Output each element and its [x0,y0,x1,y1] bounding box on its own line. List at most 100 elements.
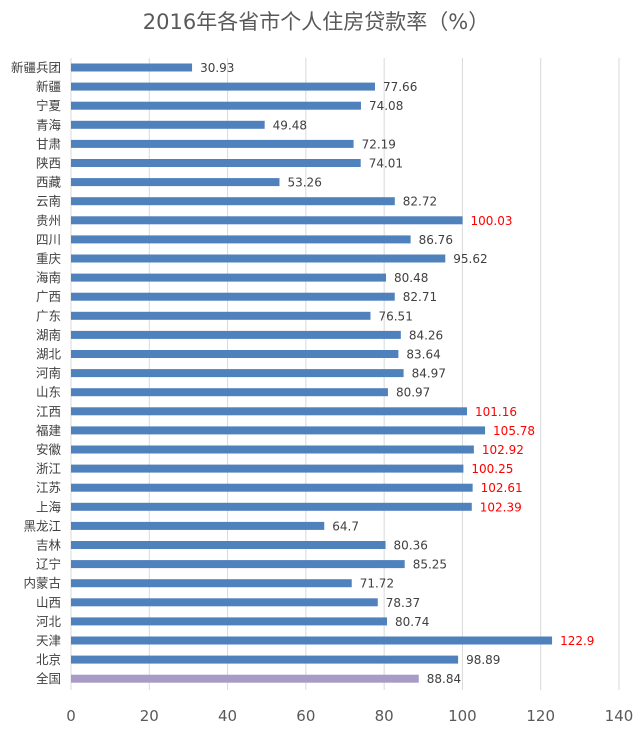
value-label-19: 105.78 [493,424,535,438]
bar-31 [71,655,459,664]
value-label-21: 100.25 [471,462,513,476]
category-label-9: 四川 [36,232,61,247]
category-label-24: 黑龙江 [23,518,61,533]
value-label-1: 77.66 [383,80,417,94]
bar-14 [71,330,401,339]
value-label-20: 102.92 [482,443,524,457]
category-label-11: 海南 [36,270,61,285]
bar-5 [71,159,361,167]
bar-28 [71,598,378,607]
category-label-6: 西藏 [36,175,62,190]
value-label-26: 85.25 [413,558,447,572]
bar-9 [71,235,411,244]
category-label-8: 贵州 [36,213,61,228]
category-label-0: 新疆兵团 [11,60,61,75]
category-label-25: 吉林 [36,538,62,553]
value-label-15: 83.64 [406,348,440,362]
bar-32 [71,674,419,683]
value-label-11: 80.48 [394,271,428,285]
category-label-31: 北京 [36,652,61,667]
category-label-7: 云南 [36,194,61,209]
bar-20 [71,445,474,454]
bar-1 [71,82,375,91]
x-tick-label-1: 20 [140,707,159,725]
bar-8 [71,216,463,225]
category-label-4: 甘肃 [36,136,61,151]
bar-17 [71,388,388,397]
value-label-28: 78.37 [386,596,420,610]
x-tick-label-2: 40 [218,707,237,725]
bar-29 [71,617,388,626]
value-label-29: 80.74 [395,615,429,629]
value-label-24: 64.7 [332,519,359,533]
value-label-5: 74.01 [369,157,403,171]
bars [71,63,553,683]
value-label-7: 82.72 [403,195,437,209]
value-label-9: 86.76 [419,233,453,247]
category-label-12: 广西 [36,289,61,304]
category-label-32: 全国 [36,671,61,686]
value-label-18: 101.16 [475,405,517,419]
value-label-14: 84.26 [409,328,443,342]
bar-12 [71,292,395,301]
x-tick-label-7: 140 [605,707,634,725]
category-label-21: 浙江 [36,461,61,476]
category-label-15: 湖北 [36,347,62,362]
category-label-27: 内蒙古 [23,576,61,591]
value-label-17: 80.97 [396,386,430,400]
x-tick-label-4: 80 [375,707,394,725]
category-label-1: 新疆 [36,79,61,94]
category-label-5: 陕西 [36,156,61,171]
x-tick-label-5: 100 [448,707,477,725]
category-label-30: 天津 [36,633,61,648]
category-label-16: 河南 [36,366,61,381]
x-tick-label-6: 120 [526,707,555,725]
bar-19 [71,426,486,435]
value-label-30: 122.9 [560,634,594,648]
value-label-32: 88.84 [427,672,461,686]
bar-0 [71,63,193,72]
category-label-3: 青海 [36,117,62,132]
category-label-19: 福建 [36,423,62,438]
bar-18 [71,407,467,416]
value-label-4: 72.19 [362,137,396,151]
value-label-13: 76.51 [378,309,412,323]
category-label-2: 宁夏 [36,98,62,113]
bar-16 [71,369,404,378]
bar-2 [71,101,361,110]
value-label-0: 30.93 [200,61,234,75]
bar-11 [71,273,387,282]
category-label-20: 安徽 [36,442,62,457]
value-label-3: 49.48 [273,118,307,132]
bar-25 [71,541,386,549]
category-label-13: 广东 [36,308,61,323]
category-label-29: 河北 [36,614,62,629]
x-tick-label-3: 60 [296,707,315,725]
value-label-31: 98.89 [466,653,500,667]
value-label-27: 71.72 [360,577,394,591]
value-label-25: 80.36 [394,539,428,553]
value-labels: 30.93 77.66 74.08 49.48 72.19 74.01 53.26 82.72… [200,61,594,686]
value-label-2: 74.08 [369,99,403,113]
category-labels: 新疆兵团新疆宁夏青海甘肃陕西西藏云南贵州四川重庆海南广西广东湖南湖北河南山东江西… [11,60,62,686]
x-axis-tick-labels: 0 20 40 60 80 100 120 140 [66,707,633,725]
bar-3 [71,120,265,129]
bar-23 [71,502,472,511]
value-label-22: 102.61 [481,481,523,495]
category-label-18: 江西 [36,404,61,419]
bar-24 [71,521,325,530]
bar-10 [71,254,446,263]
value-label-23: 102.39 [480,500,522,514]
category-label-28: 山西 [36,595,61,610]
bar-13 [71,311,371,320]
bar-15 [71,350,399,358]
value-label-10: 95.62 [453,252,487,266]
bar-4 [71,139,354,148]
bar-27 [71,579,352,588]
bar-26 [71,560,405,569]
value-label-16: 84.97 [412,367,446,381]
bar-21 [71,464,464,473]
category-label-14: 湖南 [36,327,61,342]
